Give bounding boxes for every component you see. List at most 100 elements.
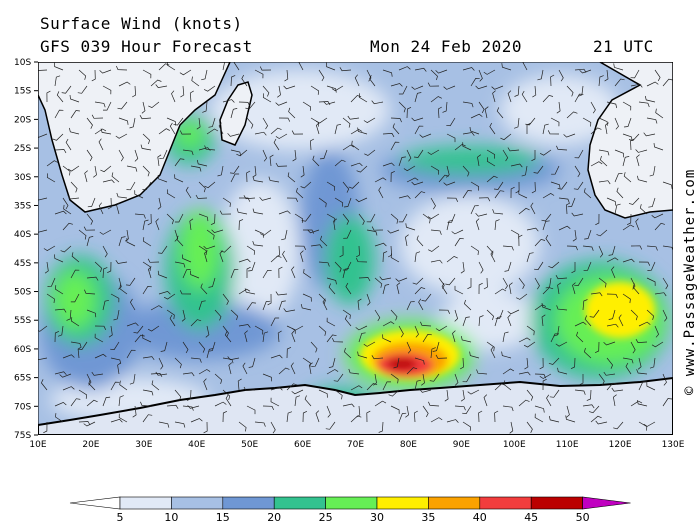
wind-barb [115, 133, 128, 139]
wind-barb [174, 389, 182, 401]
wind-barb [278, 117, 291, 122]
wind-barb [662, 309, 668, 322]
wind-barb [414, 125, 424, 135]
wind-barb [542, 378, 547, 391]
wind-barb [78, 389, 87, 399]
wind-barb [478, 410, 483, 423]
wind-barb [483, 277, 488, 290]
wind-barb [579, 69, 592, 74]
wind-barb [118, 236, 126, 247]
wind-barb [558, 197, 570, 203]
wind-barb [613, 63, 624, 71]
wind-barb [288, 107, 296, 119]
wind-barb [246, 117, 254, 129]
wind-barb [189, 90, 194, 103]
wind-barb [618, 314, 624, 327]
wind-barb [630, 341, 636, 354]
wind-barb [243, 386, 256, 391]
colorbar-label: 30 [370, 511, 384, 524]
wind-barb [102, 267, 108, 279]
wind-barb [573, 181, 584, 190]
wind-barb [589, 309, 600, 318]
wind-barb [600, 155, 608, 167]
wind-barb [406, 301, 415, 311]
wind-barb [518, 399, 530, 407]
wind-barb [277, 330, 282, 343]
wind-barb [646, 277, 656, 286]
wind-barb [638, 321, 651, 327]
wind-barb [441, 282, 448, 295]
wind-barb [322, 298, 328, 311]
wind-barb [566, 245, 578, 251]
wind-barb [378, 421, 384, 433]
wind-barb [414, 67, 427, 72]
wind-barb [77, 346, 82, 359]
wind-barb [227, 356, 240, 361]
wind-barb [142, 165, 150, 177]
wind-barb [208, 341, 216, 352]
wind-barb [185, 186, 192, 199]
wind-barb [71, 252, 80, 263]
wind-barb [38, 133, 48, 138]
wind-barb [494, 316, 502, 327]
wind-barb [260, 229, 272, 236]
forecast-time: 21 UTC [593, 37, 654, 56]
colorbar-label: 20 [267, 511, 281, 524]
wind-barb [470, 245, 479, 256]
wind-barb [534, 413, 544, 423]
wind-barb [463, 299, 472, 311]
wind-barb [623, 117, 632, 128]
wind-barb [413, 149, 424, 158]
wind-barb [427, 149, 440, 155]
wind-barb [334, 159, 346, 167]
wind-barb [227, 133, 240, 137]
wind-barb [662, 277, 669, 290]
wind-barb [515, 181, 520, 194]
wind-barb [111, 172, 120, 183]
wind-barb [267, 293, 272, 306]
wind-barb [301, 213, 312, 222]
wind-barb [275, 101, 288, 106]
wind-barb [550, 117, 560, 127]
wind-barb [214, 373, 223, 384]
wind-barb [169, 122, 176, 135]
wind-barb [134, 334, 145, 343]
wind-barb [477, 154, 482, 167]
wind-barb [46, 90, 51, 103]
wind-barb [217, 165, 224, 177]
wind-barb [54, 75, 61, 87]
wind-barb [646, 81, 659, 87]
wind-barb [190, 319, 202, 327]
wind-barb [309, 362, 313, 375]
wind-barb [158, 128, 170, 135]
wind-barb [238, 324, 251, 328]
wind-barb [356, 405, 361, 418]
wind-barb [548, 415, 560, 423]
wind-barb [107, 261, 112, 274]
wind-barb [218, 122, 224, 135]
wind-barb [476, 369, 488, 375]
wind-barb [350, 128, 363, 135]
wind-barb [155, 371, 168, 376]
wind-barb [382, 69, 393, 77]
wind-barb [500, 133, 512, 141]
wind-barb [462, 67, 475, 71]
wind-barb [342, 181, 350, 193]
wind-barb [54, 401, 67, 407]
wind-barb [414, 191, 426, 199]
wind-barb [541, 213, 552, 222]
wind-barb [147, 213, 152, 226]
wind-barb [286, 346, 292, 359]
wind-barb [414, 379, 421, 391]
wind-barb [110, 418, 123, 423]
wind-barb [475, 85, 488, 90]
wind-barb [110, 381, 120, 391]
wind-barb [70, 293, 80, 303]
wind-barb [606, 323, 619, 328]
wind-barb [502, 245, 514, 251]
wind-barb [300, 304, 312, 311]
wind-barb [282, 250, 288, 263]
wind-barb [254, 325, 264, 335]
wind-barb [462, 421, 471, 431]
wind-barb [318, 197, 327, 208]
